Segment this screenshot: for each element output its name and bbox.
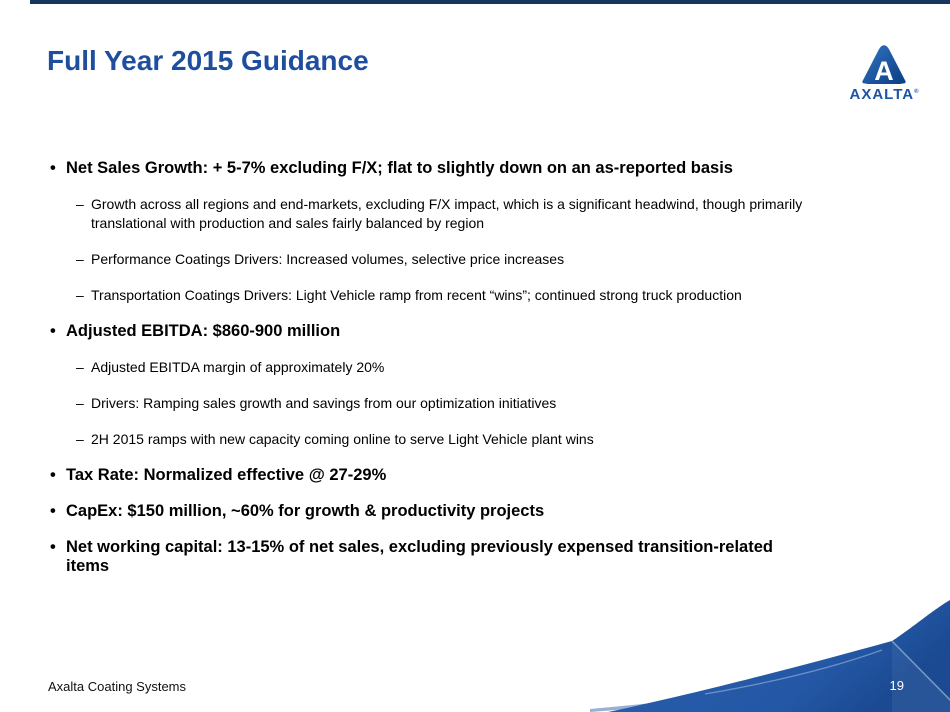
bullet-text: Growth across all regions and end-market… — [91, 196, 803, 231]
bullet-item: • CapEx: $150 million, ~60% for growth &… — [48, 502, 912, 521]
logo-monogram-letter: A — [874, 56, 893, 84]
bullet-marker: – — [76, 251, 84, 267]
bullet-text: Net Sales Growth: + 5-7% excluding F/X; … — [66, 159, 733, 177]
bullet-text: Adjusted EBITDA margin of approximately … — [91, 359, 385, 375]
bullet-item: – 2H 2015 ramps with new capacity coming… — [48, 430, 912, 449]
bullet-item: – Drivers: Ramping sales growth and savi… — [48, 394, 912, 413]
bullet-item: • Net Sales Growth: + 5-7% excluding F/X… — [48, 159, 912, 178]
page-title: Full Year 2015 Guidance — [47, 45, 369, 76]
bullet-text: Transportation Coatings Drivers: Light V… — [91, 287, 742, 303]
footer-text: Axalta Coating Systems — [48, 679, 187, 694]
bullet-text: Tax Rate: Normalized effective @ 27-29% — [66, 466, 387, 484]
bullet-text: Net working capital: 13-15% of net sales… — [66, 538, 773, 575]
bullet-item: – Growth across all regions and end-mark… — [48, 195, 912, 233]
bullet-marker: • — [50, 502, 56, 520]
footer-swoosh-graphic — [590, 600, 950, 712]
bullet-marker: – — [76, 395, 84, 411]
logo-wordmark-text: AXALTA — [849, 86, 915, 103]
top-rule — [30, 0, 950, 4]
bullet-text: Performance Coatings Drivers: Increased … — [91, 251, 565, 267]
registered-trademark: ® — [914, 89, 919, 95]
bullet-marker: • — [50, 466, 56, 484]
bullet-text: 2H 2015 ramps with new capacity coming o… — [91, 431, 594, 447]
bullet-list: • Net Sales Growth: + 5-7% excluding F/X… — [48, 159, 912, 593]
bullet-text: CapEx: $150 million, ~60% for growth & p… — [66, 502, 545, 520]
axalta-logo-mark-icon: A — [862, 45, 906, 84]
bullet-item: – Performance Coatings Drivers: Increase… — [48, 250, 912, 269]
bullet-marker: • — [50, 538, 56, 556]
bullet-marker: – — [76, 196, 84, 212]
bullet-marker: – — [76, 431, 84, 447]
bullet-marker: • — [50, 322, 56, 340]
bullet-item: – Adjusted EBITDA margin of approximatel… — [48, 358, 912, 377]
bullet-item: – Transportation Coatings Drivers: Light… — [48, 286, 912, 305]
bullet-marker: • — [50, 159, 56, 177]
bullet-text: Adjusted EBITDA: $860-900 million — [66, 322, 341, 340]
bullet-marker: – — [76, 287, 84, 303]
bullet-item: • Net working capital: 13-15% of net sal… — [48, 538, 912, 576]
bullet-text: Drivers: Ramping sales growth and saving… — [91, 395, 557, 411]
logo-wordmark: AXALTA® — [845, 86, 923, 103]
bullet-item: • Tax Rate: Normalized effective @ 27-29… — [48, 466, 912, 485]
page-number: 19 — [889, 678, 904, 693]
bullet-marker: – — [76, 359, 84, 375]
axalta-logo: A AXALTA® — [845, 45, 923, 103]
bullet-item: • Adjusted EBITDA: $860-900 million — [48, 322, 912, 341]
